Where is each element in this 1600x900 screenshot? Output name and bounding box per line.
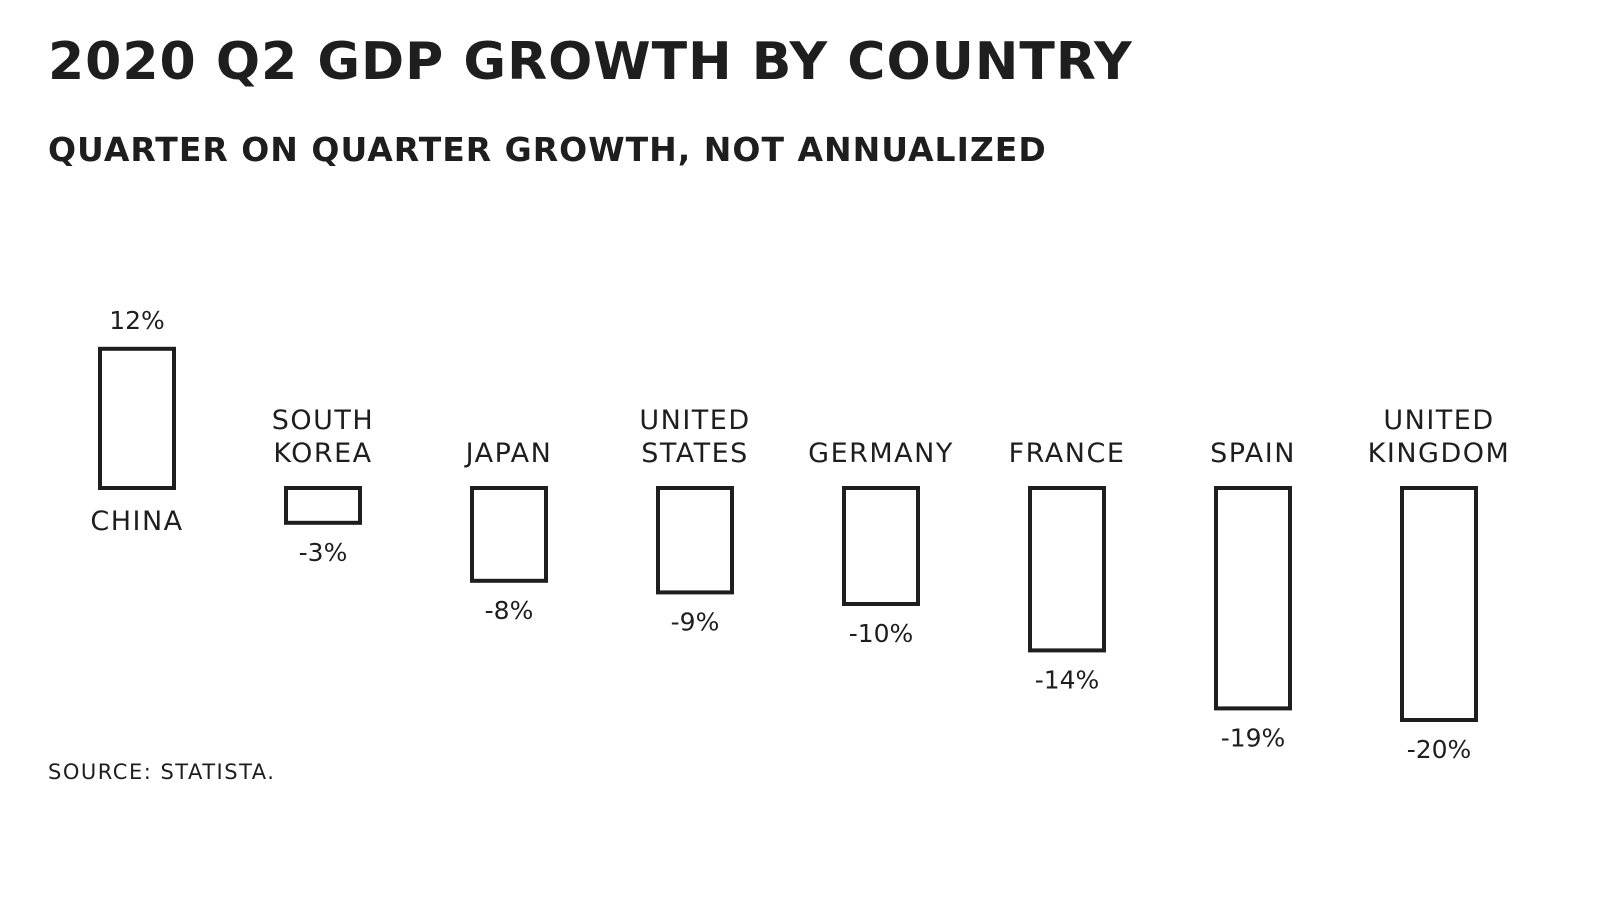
bar-1 bbox=[284, 486, 362, 525]
value-label-6: -19% bbox=[1221, 723, 1286, 752]
category-label-line: SOUTH bbox=[272, 405, 374, 436]
category-label-line: KOREA bbox=[273, 438, 372, 469]
chart-title: 2020 Q2 GDP GROWTH BY COUNTRY bbox=[48, 32, 1133, 92]
value-label-0: 12% bbox=[109, 306, 165, 335]
category-label-line: GERMANY bbox=[808, 438, 954, 469]
bar-0 bbox=[98, 346, 176, 490]
bar-2 bbox=[470, 486, 548, 583]
category-label-line: KINGDOM bbox=[1368, 438, 1511, 469]
bar-5 bbox=[1028, 486, 1106, 653]
category-label-5: FRANCE bbox=[1009, 438, 1126, 469]
bars-layer bbox=[98, 346, 1478, 722]
category-label-line: JAPAN bbox=[464, 438, 553, 469]
category-label-6: SPAIN bbox=[1210, 438, 1296, 469]
category-label-0: CHINA bbox=[90, 506, 183, 537]
bar-6 bbox=[1214, 486, 1292, 711]
category-label-line: CHINA bbox=[90, 506, 183, 537]
category-label-4: GERMANY bbox=[808, 438, 954, 469]
category-label-3: UNITED STATES bbox=[639, 405, 750, 469]
value-label-1: -3% bbox=[299, 538, 348, 567]
value-label-4: -10% bbox=[849, 619, 914, 648]
category-label-1: SOUTH KOREA bbox=[272, 405, 374, 469]
value-label-5: -14% bbox=[1035, 665, 1100, 694]
source-note: SOURCE: STATISTA. bbox=[48, 760, 276, 784]
bar-4 bbox=[842, 486, 920, 606]
category-label-line: UNITED bbox=[1383, 405, 1494, 436]
category-label-7: UNITED KINGDOM bbox=[1368, 405, 1511, 469]
category-label-line: FRANCE bbox=[1009, 438, 1126, 469]
chart-subtitle: QUARTER ON QUARTER GROWTH, NOT ANNUALIZE… bbox=[48, 130, 1047, 169]
bar-7 bbox=[1400, 486, 1478, 722]
category-label-line: UNITED bbox=[639, 405, 750, 436]
value-label-2: -8% bbox=[485, 596, 534, 625]
category-label-line: STATES bbox=[641, 438, 749, 469]
bar-3 bbox=[656, 486, 734, 595]
labels-layer: 12%CHINA-3%SOUTH KOREA-8%JAPAN-9%UNITED ST… bbox=[90, 306, 1511, 764]
category-label-2: JAPAN bbox=[464, 438, 553, 469]
value-label-3: -9% bbox=[671, 607, 720, 636]
category-label-line: SPAIN bbox=[1210, 438, 1296, 469]
value-label-7: -20% bbox=[1407, 735, 1472, 764]
